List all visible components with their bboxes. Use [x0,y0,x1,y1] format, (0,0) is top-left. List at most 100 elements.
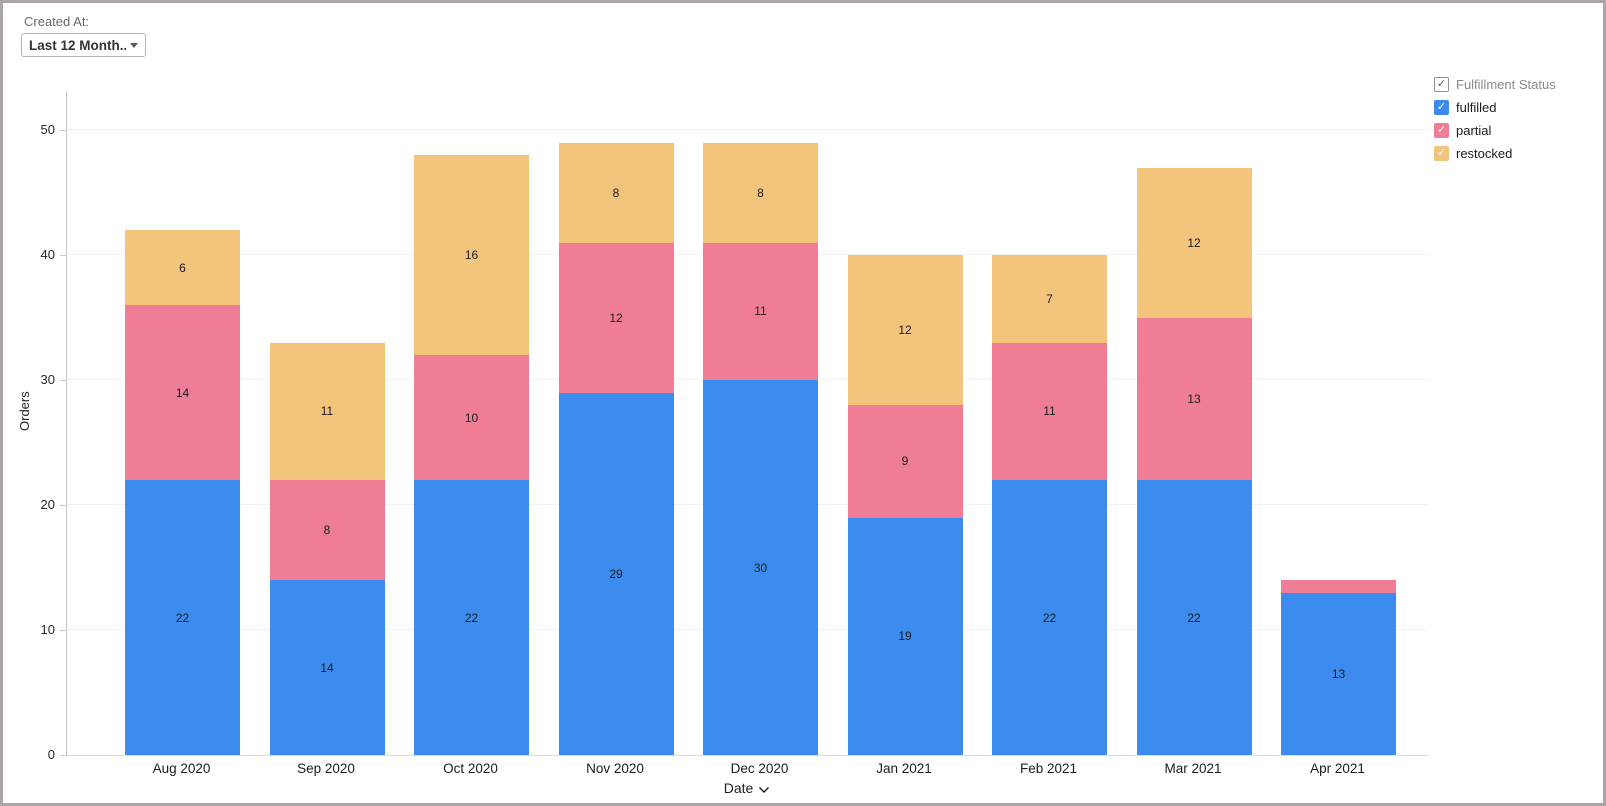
legend-header-checkbox-icon[interactable]: ✓ [1434,77,1449,92]
bar-value-label: 22 [464,610,479,625]
y-tick-label-50: 50 [40,122,55,137]
y-tick-label-10: 10 [40,622,55,637]
legend-item-restocked[interactable]: ✓ restocked [1434,146,1606,161]
bar-value-label: 29 [609,566,623,581]
bar-segment-fulfilled[interactable]: 13 [1281,592,1396,755]
x-tick-label-nov-2020: Nov 2020 [586,761,644,776]
y-tick-label-40: 40 [40,247,55,262]
x-tick-label-dec-2020: Dec 2020 [730,761,789,776]
bar-segment-fulfilled[interactable]: 22 [1136,480,1252,755]
bar-segment-restocked[interactable]: 12 [1136,167,1252,318]
x-tick-label-aug-2020: Aug 2020 [152,761,211,776]
bar-segment-fulfilled[interactable]: 19 [847,517,963,755]
y-tick-label-20: 20 [40,497,55,512]
chevron-down-icon [759,787,770,793]
bar-dec-2020: 30 11 8 [703,91,818,755]
bar-value-label: 12 [609,310,623,325]
bar-value-label: 22 [175,610,190,625]
x-tick-label-feb-2021: Feb 2021 [1019,761,1078,776]
bar-segment-restocked[interactable]: 11 [269,342,385,480]
y-tick-label-30: 30 [40,372,55,387]
bar-feb-2021: 22 11 7 [992,91,1107,755]
legend: ✓ Fulfillment Status ✓ fulfilled ✓ partial ✓… [1434,77,1606,169]
bar-value-label: 8 [323,523,331,537]
bar-segment-restocked[interactable]: 12 [847,255,963,405]
legend-item-label: fulfilled [1456,100,1497,115]
bar-value-label: 12 [898,323,912,337]
bar-value-label: 16 [464,248,479,262]
bar-segment-fulfilled[interactable]: 22 [992,480,1107,755]
bar-value-label: 7 [1046,291,1053,306]
bar-value-label: 8 [612,185,620,200]
bar-value-label: 11 [320,404,334,419]
bar-segment-partial[interactable]: 11 [703,242,818,380]
bar-segment-fulfilled[interactable]: 29 [558,392,674,755]
created-at-filter-label: Created At: [24,14,90,29]
bar-jan-2021: 19 9 12 [847,91,963,755]
bar-sep-2020: 14 8 11 [269,91,385,755]
legend-checkbox-icon-fulfilled[interactable]: ✓ [1434,100,1449,115]
bar-value-label: 19 [898,629,912,644]
bar-segment-partial[interactable]: 8 [269,480,385,580]
bar-value-label: 14 [175,385,190,400]
bar-nov-2020: 29 12 8 [558,91,674,755]
bar-segment-restocked[interactable]: 16 [414,155,529,355]
bar-segment-partial[interactable]: 12 [558,242,674,393]
x-axis-title-text: Date [723,780,754,796]
y-tick-label-0: 0 [47,747,55,762]
bar-value-label: 22 [1042,610,1057,625]
legend-checkbox-icon-restocked[interactable]: ✓ [1434,146,1449,161]
bar-value-label: 8 [757,185,764,200]
gridline-y-50 [67,129,1429,130]
legend-item-label: restocked [1456,146,1513,161]
bar-value-label: 9 [901,454,909,469]
legend-title: Fulfillment Status [1456,77,1556,92]
bar-segment-restocked[interactable]: 7 [992,255,1107,343]
bar-segment-restocked[interactable]: 6 [125,230,240,305]
legend-item-label: partial [1456,123,1492,138]
bar-segment-fulfilled[interactable]: 22 [414,480,529,755]
bar-segment-partial[interactable]: 9 [847,405,963,518]
bar-segment-partial[interactable]: 14 [125,305,240,480]
bar-segment-partial[interactable]: 10 [414,355,529,480]
bar-value-label: 30 [753,560,768,575]
y-axis-title: Orders [17,391,32,431]
bar-value-label: 12 [1187,235,1201,250]
bar-value-label: 11 [754,304,767,319]
legend-checkbox-icon-partial[interactable]: ✓ [1434,123,1449,138]
bar-oct-2020: 22 10 16 [414,91,529,755]
bar-value-label: 13 [1187,391,1201,406]
created-at-filter-value: Last 12 Month... [29,37,126,53]
x-tick-label-oct-2020: Oct 2020 [443,761,498,776]
bar-mar-2021: 22 13 12 [1136,91,1252,755]
x-tick-label-jan-2021: Jan 2021 [876,761,932,776]
legend-item-fulfilled[interactable]: ✓ fulfilled [1434,100,1606,115]
caret-down-icon [130,42,138,48]
x-tick-label-apr-2021: Apr 2021 [1310,761,1365,776]
x-tick-label-sep-2020: Sep 2020 [297,761,355,776]
bar-segment-fulfilled[interactable]: 30 [703,380,818,755]
bar-value-label: 11 [1043,404,1056,419]
x-axis-title[interactable]: Date [66,780,1428,796]
bar-segment-partial[interactable] [1281,580,1396,593]
bar-segment-partial[interactable]: 13 [1136,317,1252,480]
bar-segment-fulfilled[interactable]: 14 [269,580,385,755]
orders-stacked-bar-chart: Orders 0 10 20 30 40 50 22 14 6 14 8 11 22 10 16 29 12 8… [3,3,1603,803]
bar-value-label: 22 [1187,610,1201,625]
legend-item-partial[interactable]: ✓ partial [1434,123,1606,138]
plot-area: 22 14 6 14 8 11 22 10 16 29 12 8 30 11 8 19 9 12 22 11 7 22 13… [66,91,1429,756]
bar-segment-fulfilled[interactable]: 22 [125,480,240,755]
bar-segment-restocked[interactable]: 8 [558,142,674,243]
bar-aug-2020: 22 14 6 [125,91,240,755]
bar-apr-2021: 13 [1281,91,1396,755]
legend-header[interactable]: ✓ Fulfillment Status [1434,77,1606,92]
bar-value-label: 10 [464,410,479,425]
x-tick-label-mar-2021: Mar 2021 [1164,761,1222,776]
bar-segment-restocked[interactable]: 8 [703,142,818,243]
bar-value-label: 14 [320,660,334,675]
created-at-filter-select[interactable]: Last 12 Month... [21,33,146,57]
bar-value-label: 13 [1331,666,1346,681]
bar-segment-partial[interactable]: 11 [992,342,1107,480]
bar-value-label: 6 [179,260,186,275]
